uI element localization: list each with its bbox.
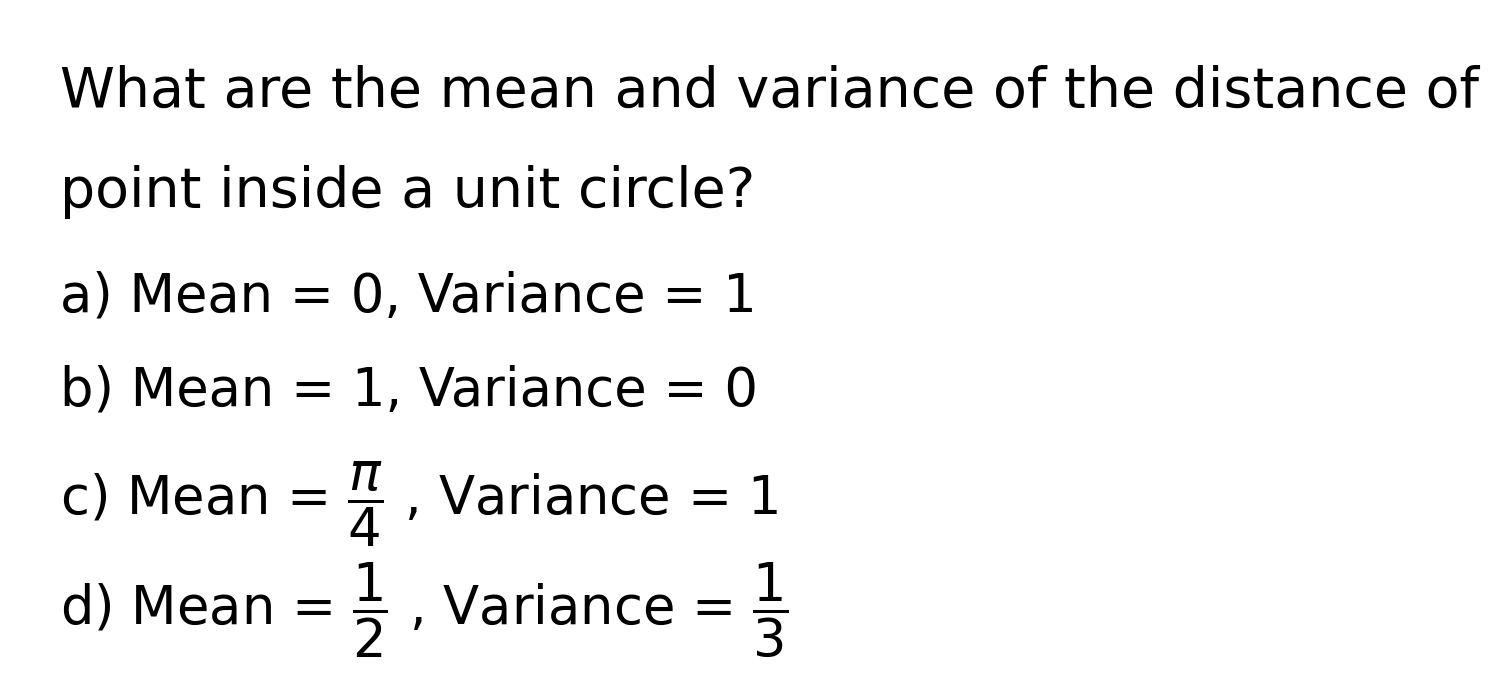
Text: What are the mean and variance of the distance of a: What are the mean and variance of the di… (60, 65, 1500, 119)
Text: d) Mean = $\dfrac{1}{2}$ , Variance = $\dfrac{1}{3}$: d) Mean = $\dfrac{1}{2}$ , Variance = $\… (60, 560, 788, 658)
Text: c) Mean = $\dfrac{\pi}{4}$ , Variance = 1: c) Mean = $\dfrac{\pi}{4}$ , Variance = … (60, 460, 778, 550)
Text: b) Mean = 1, Variance = 0: b) Mean = 1, Variance = 0 (60, 365, 758, 417)
Text: point inside a unit circle?: point inside a unit circle? (60, 165, 754, 219)
Text: a) Mean = 0, Variance = 1: a) Mean = 0, Variance = 1 (60, 270, 756, 322)
